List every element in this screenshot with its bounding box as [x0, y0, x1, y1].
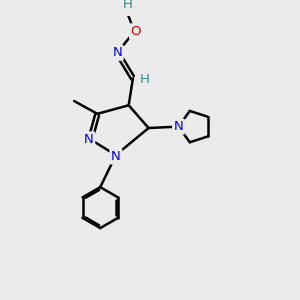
Text: N: N [84, 133, 94, 146]
Text: N: N [174, 120, 183, 133]
Text: N: N [112, 46, 122, 59]
Text: H: H [122, 0, 132, 11]
Text: H: H [140, 73, 150, 86]
Text: O: O [130, 25, 141, 38]
Text: N: N [111, 150, 121, 163]
